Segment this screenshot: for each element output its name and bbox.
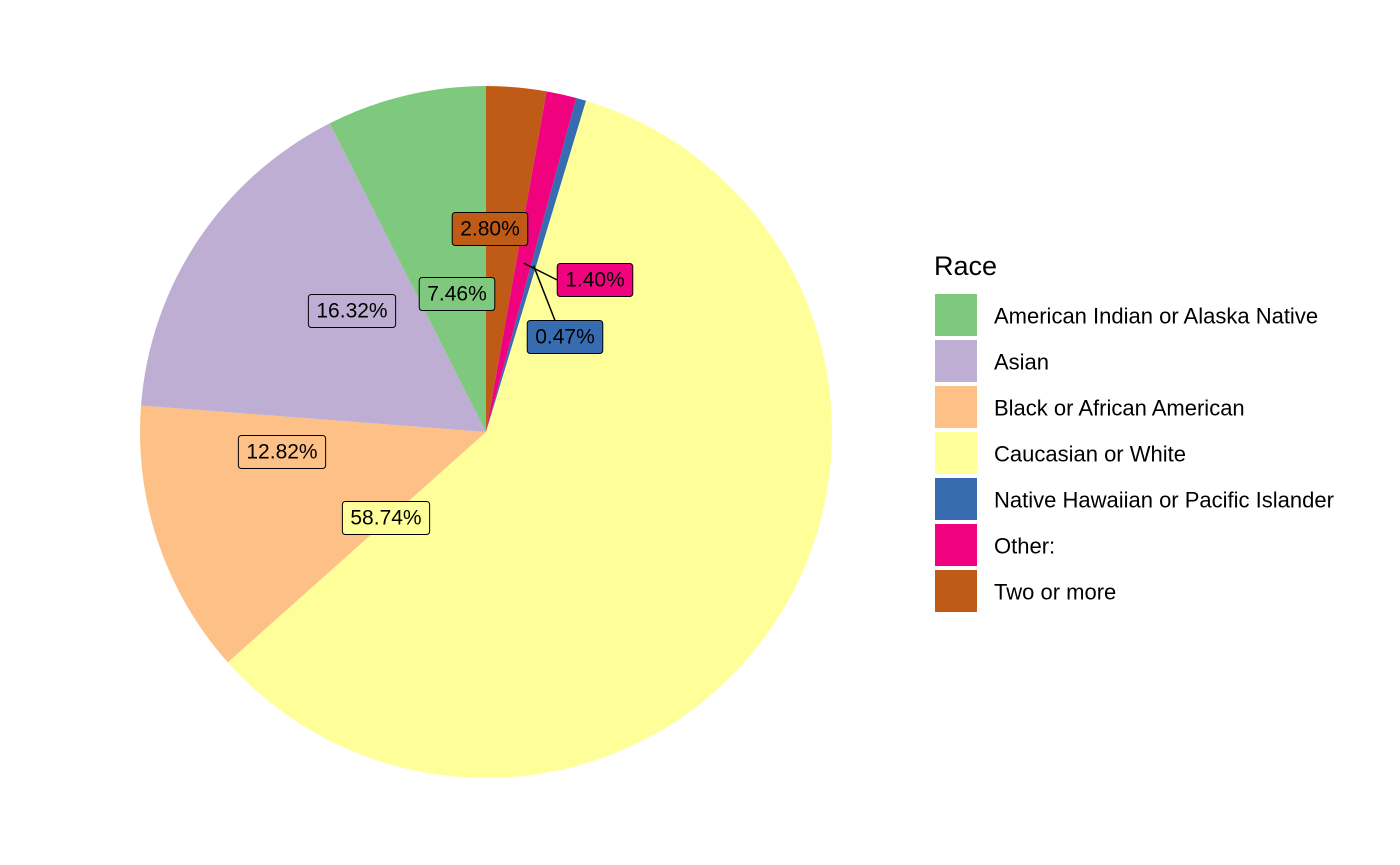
slice-label-text: 7.46% [427, 283, 487, 306]
legend-item-other: Other: [935, 524, 1055, 566]
legend-item-label: Other: [994, 534, 1055, 559]
legend-item-label: Caucasian or White [994, 442, 1186, 467]
pie-slice-black-or-african-american [140, 405, 486, 663]
slice-label-caucasian-or-white: 58.74% [341, 501, 431, 535]
pie-slice-other [486, 91, 577, 433]
slice-label-text: 58.74% [350, 507, 421, 530]
slice-label-asian: 16.32% [307, 294, 397, 328]
slice-label-box [418, 277, 496, 311]
slice-label-box [556, 263, 634, 297]
pie-slice-asian [141, 123, 486, 432]
legend-items: American Indian or Alaska Native Asian Bla… [935, 294, 1334, 612]
legend: Race American Indian or Alaska Native Asi… [934, 251, 1334, 612]
legend-item-asian: Asian [935, 340, 1049, 382]
slice-label-two-or-more: 2.80% [451, 212, 529, 246]
legend-title: Race [934, 251, 997, 281]
legend-item-caucasian-or-white: Caucasian or White [935, 432, 1186, 474]
slice-label-box [307, 294, 397, 328]
slice-label-american-indian-or-alaska-native: 7.46% [418, 277, 496, 311]
pie-slices [140, 86, 832, 779]
slice-label-black-or-african-american: 12.82% [237, 435, 327, 469]
legend-item-american-indian-or-alaska-native: American Indian or Alaska Native [935, 294, 1318, 336]
legend-item-label: Native Hawaiian or Pacific Islander [994, 488, 1334, 513]
pie-slice-caucasian-or-white [227, 100, 832, 779]
label-leader-lines [523, 262, 558, 321]
legend-key-swatch [935, 294, 977, 336]
legend-item-label: Black or African American [994, 396, 1245, 421]
slice-label-text: 0.47% [535, 326, 595, 349]
legend-item-black-or-african-american: Black or African American [935, 386, 1245, 428]
slice-label-text: 2.80% [460, 218, 520, 241]
slice-label-text: 1.40% [565, 269, 625, 292]
legend-item-label: Two or more [994, 580, 1116, 605]
slice-label-native-hawaiian-or-pacific-islander: 0.47% [526, 320, 604, 354]
slice-label-box [341, 501, 431, 535]
pie-slice-american-indian-or-alaska-native [329, 86, 486, 432]
slice-label-box [451, 212, 529, 246]
legend-key-swatch [935, 478, 977, 520]
legend-key-swatch [935, 432, 977, 474]
legend-key-swatch [935, 524, 977, 566]
legend-item-label: American Indian or Alaska Native [994, 304, 1318, 329]
leader-line-native-hawaiian-or-pacific-islander [532, 265, 556, 321]
slice-label-text: 16.32% [316, 300, 387, 323]
slice-label-box [237, 435, 327, 469]
slice-labels: 2.80% 1.40% 0.47% 58.74% 12.82% 16.32% 7.46% [237, 212, 634, 535]
legend-key-swatch [935, 386, 977, 428]
legend-key-swatch [935, 570, 977, 612]
legend-item-label: Asian [994, 350, 1049, 375]
slice-label-text: 12.82% [246, 441, 317, 464]
legend-item-two-or-more: Two or more [935, 570, 1116, 612]
slice-label-box [526, 320, 604, 354]
slice-label-other: 1.40% [556, 263, 634, 297]
leader-line-other [523, 262, 558, 281]
legend-item-native-hawaiian-or-pacific-islander: Native Hawaiian or Pacific Islander [935, 478, 1334, 520]
legend-key-swatch [935, 340, 977, 382]
pie-slice-native-hawaiian-or-pacific-islander [486, 97, 587, 432]
pie-slice-two-or-more [486, 86, 547, 432]
